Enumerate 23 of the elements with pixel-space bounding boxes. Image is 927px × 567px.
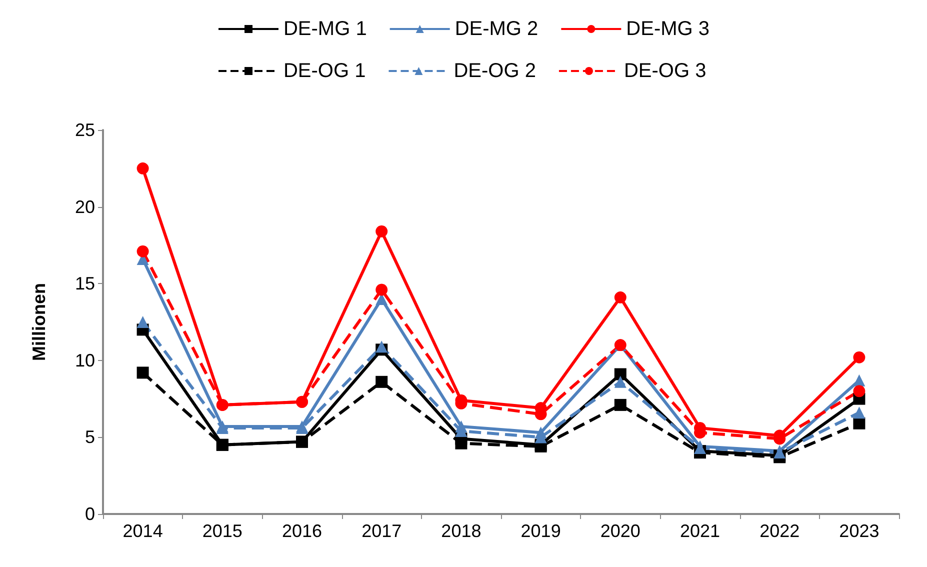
x-tick-label: 2016 — [282, 521, 322, 541]
y-tick-label: 25 — [74, 120, 95, 140]
x-tick-label: 2017 — [362, 521, 402, 541]
legend-label: DE-OG 1 — [283, 60, 366, 82]
y-tick-label: 10 — [74, 350, 95, 370]
x-tick-label: 2014 — [122, 521, 163, 541]
legend-label: DE-MG 1 — [283, 18, 367, 40]
x-tick-label: 2023 — [839, 521, 880, 541]
legend-label: DE-OG 2 — [454, 60, 536, 82]
legend-label: DE-OG 3 — [624, 60, 706, 82]
y-tick-label: 5 — [84, 427, 95, 448]
y-axis-title: Millionen — [29, 283, 49, 361]
y-tick-label: 15 — [74, 274, 95, 294]
x-tick-label: 2015 — [202, 521, 242, 541]
legend-label: DE-MG 2 — [454, 18, 538, 40]
x-tick-label: 2021 — [680, 521, 720, 541]
x-tick-label: 2020 — [600, 521, 640, 541]
legend-label: DE-MG 3 — [626, 18, 710, 40]
x-tick-label: 2018 — [441, 521, 482, 541]
y-tick-label: 20 — [74, 196, 95, 217]
y-tick-label: 0 — [84, 504, 95, 524]
x-tick-label: 2019 — [520, 521, 561, 541]
x-tick-label: 2022 — [760, 521, 800, 541]
